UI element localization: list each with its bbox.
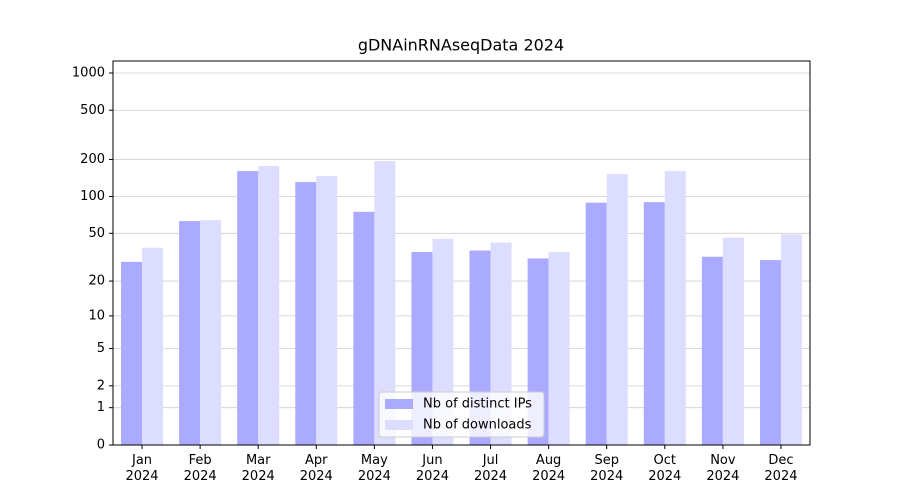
- bar: [585, 202, 607, 445]
- bar: [664, 171, 686, 446]
- y-tick-label: 0: [97, 438, 105, 453]
- legend-box: [378, 391, 545, 438]
- y-tick-label: 5: [97, 341, 105, 356]
- y-tick-label: 10: [88, 308, 105, 323]
- bar: [548, 252, 570, 445]
- bar: [701, 256, 723, 445]
- chart-title: gDNAinRNAseqData 2024: [358, 36, 564, 55]
- y-tick-label: 1: [97, 400, 105, 415]
- bar: [142, 247, 164, 445]
- bar: [295, 182, 317, 445]
- bar: [759, 260, 781, 445]
- bar: [643, 202, 665, 445]
- bar: [179, 221, 201, 445]
- bar: [200, 220, 222, 445]
- y-tick-label: 500: [80, 103, 105, 118]
- x-tick-label: Dec 2024: [764, 453, 798, 484]
- bar: [780, 234, 802, 445]
- plot-frame: [112, 60, 811, 446]
- bar: [606, 174, 628, 446]
- legend-swatch: [385, 399, 413, 409]
- legend-label: Nb of distinct IPs: [423, 397, 532, 412]
- x-tick-label: Nov 2024: [706, 453, 740, 484]
- bar: [121, 261, 143, 445]
- legend-swatch: [385, 420, 413, 430]
- x-tick-label: Oct 2024: [648, 453, 682, 484]
- bar: [374, 161, 396, 445]
- bar: [316, 175, 338, 446]
- y-tick-label: 2: [97, 378, 105, 393]
- bar: [353, 211, 375, 445]
- bar: [258, 165, 280, 445]
- y-tick-label: 20: [88, 274, 105, 289]
- legend-label: Nb of downloads: [423, 418, 532, 433]
- y-tick-label: 100: [80, 189, 105, 204]
- y-tick-label: 1000: [72, 66, 105, 81]
- x-tick-label: Aug 2024: [532, 453, 566, 484]
- x-tick-label: May 2024: [357, 453, 391, 484]
- bar: [237, 171, 259, 446]
- x-tick-label: Jun 2024: [415, 453, 449, 484]
- x-tick-label: Sep 2024: [590, 453, 624, 484]
- x-tick-label: Feb 2024: [183, 453, 217, 484]
- x-tick-label: Jul 2024: [473, 453, 508, 484]
- y-tick-label: 200: [80, 152, 105, 167]
- x-tick-label: Mar 2024: [241, 453, 275, 484]
- y-tick-label: 50: [88, 226, 105, 241]
- bar: [722, 237, 744, 445]
- x-tick-label: Apr 2024: [299, 453, 333, 484]
- x-tick-label: Jan 2024: [125, 453, 159, 484]
